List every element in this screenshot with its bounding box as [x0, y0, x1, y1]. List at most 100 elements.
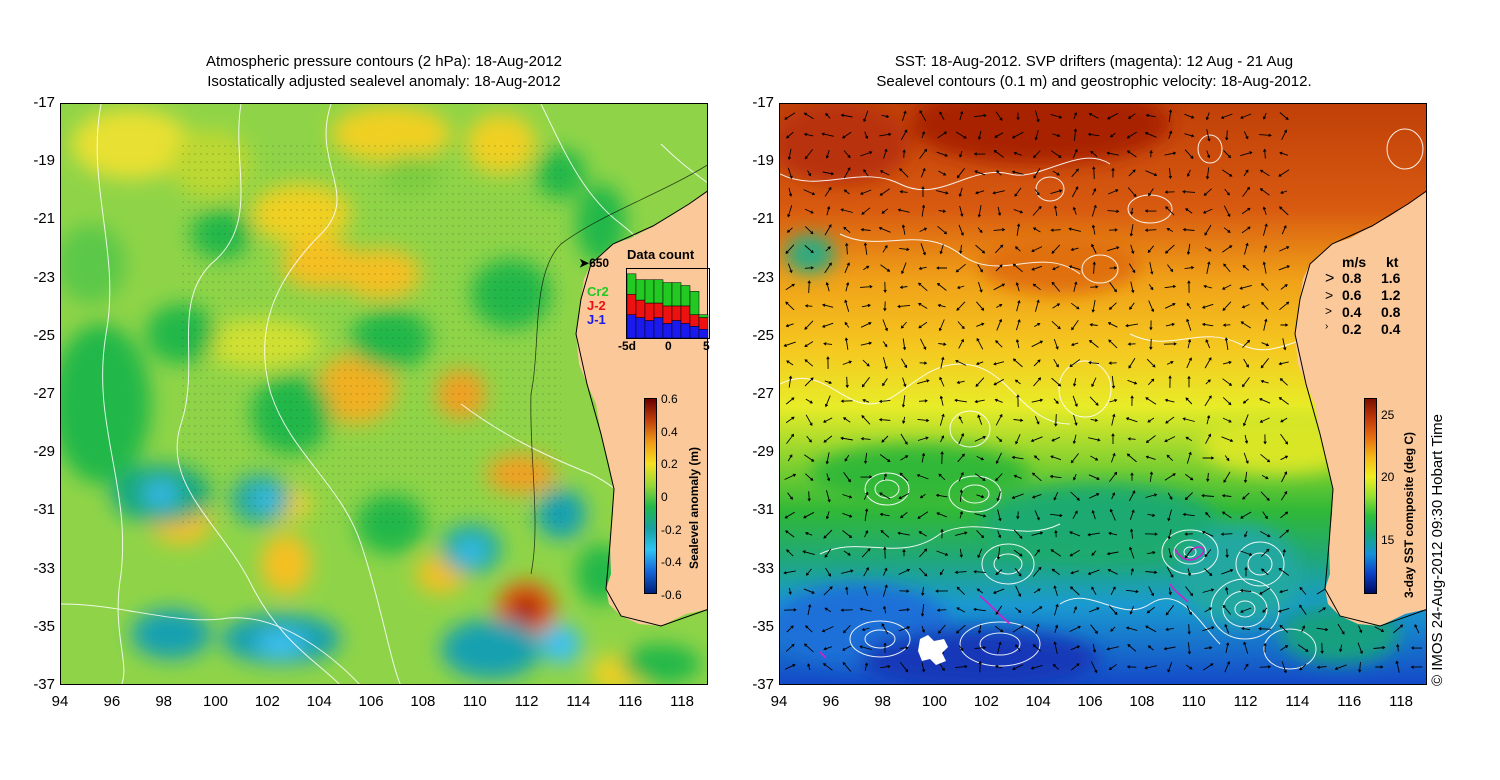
velocity-arrow — [1186, 243, 1191, 255]
velocity-arrow — [1130, 281, 1135, 294]
velocity-arrow — [1182, 227, 1195, 232]
velocity-arrow — [1071, 320, 1079, 331]
velocity-arrow — [1220, 532, 1233, 536]
sst-map[interactable] — [779, 103, 1427, 685]
velocity-arrow — [1316, 627, 1329, 632]
velocity-arrow — [842, 645, 852, 651]
velocity-arrow — [1072, 510, 1078, 520]
velocity-arrow — [1164, 303, 1176, 309]
velocity-arrow — [1012, 358, 1023, 368]
velocity-arrow — [1206, 261, 1211, 274]
velocity-arrow — [1224, 455, 1230, 462]
velocity-arrow — [1242, 398, 1249, 404]
velocity-arrow — [1145, 435, 1156, 444]
geostrophic-velocity-arrows — [783, 109, 1424, 674]
velocity-arrow — [825, 246, 831, 252]
velocity-arrow — [921, 204, 926, 217]
velocity-arrow — [1127, 187, 1137, 198]
velocity-arrow — [1073, 281, 1078, 292]
velocity-arrow — [1089, 396, 1099, 406]
velocity-arrow — [919, 493, 926, 499]
velocity-arrow — [823, 529, 833, 539]
velocity-arrow — [864, 530, 869, 538]
velocity-arrow — [1130, 207, 1134, 215]
velocity-arrow — [1299, 604, 1307, 616]
velocity-arrow — [1015, 339, 1020, 349]
velocity-arrow — [1244, 242, 1249, 255]
velocity-arrow — [1149, 471, 1154, 482]
velocity-arrow — [919, 227, 928, 233]
count-bar-j1 — [644, 320, 655, 339]
velocity-arrow — [1187, 642, 1192, 655]
velocity-arrow — [1070, 570, 1080, 575]
sla-cbar-tick: -0.6 — [661, 588, 682, 602]
velocity-arrow — [803, 643, 814, 653]
svp-drifter-tracks — [819, 546, 1205, 659]
velocity-arrow — [1016, 394, 1020, 407]
velocity-arrow — [1109, 282, 1117, 293]
velocity-arrow — [1260, 358, 1270, 369]
velocity-arrow — [1149, 149, 1153, 158]
velocity-arrow — [917, 511, 929, 519]
velocity-arrow — [1111, 167, 1115, 178]
velocity-arrow — [940, 356, 945, 369]
velocity-arrow — [1091, 550, 1097, 556]
velocity-arrow — [1225, 548, 1229, 558]
velocity-arrow — [1072, 206, 1077, 215]
velocity-arrow — [959, 244, 963, 254]
velocity-arrow — [1241, 304, 1250, 309]
velocity-arrow — [804, 245, 814, 254]
velocity-arrow — [804, 320, 814, 330]
velocity-arrow — [803, 189, 816, 196]
left-ytick: -29 — [33, 443, 55, 461]
velocity-arrow — [1107, 569, 1118, 575]
velocity-arrow — [1280, 490, 1288, 501]
velocity-arrow — [901, 110, 907, 121]
velocity-arrow — [845, 281, 850, 292]
velocity-arrow — [1051, 377, 1062, 387]
velocity-arrow — [1068, 227, 1081, 232]
sst-map-canvas — [780, 104, 1426, 684]
velocity-arrow — [786, 360, 794, 366]
velocity-arrow — [1240, 511, 1252, 519]
velocity-arrow — [996, 318, 1003, 331]
right-title-line2: Sealevel contours (0.1 m) and geostrophi… — [876, 73, 1312, 90]
velocity-arrow — [917, 418, 930, 423]
sla-map[interactable] — [60, 103, 708, 685]
velocity-arrow — [1185, 208, 1193, 214]
left-ytick: -37 — [33, 676, 55, 693]
velocity-arrow — [918, 282, 928, 292]
velocity-arrow — [807, 604, 812, 616]
velocity-arrow — [860, 228, 871, 232]
left-ytick: -35 — [33, 617, 55, 635]
velocity-arrow — [1357, 662, 1362, 673]
velocity-arrow — [1049, 474, 1062, 479]
right-xtick: 116 — [1337, 693, 1362, 710]
velocity-arrow — [785, 244, 795, 254]
velocity-arrow — [1013, 418, 1024, 422]
velocity-arrow — [1125, 417, 1138, 423]
velocity-arrow — [882, 605, 887, 614]
velocity-arrow — [1090, 150, 1098, 157]
velocity-arrow — [804, 454, 815, 462]
velocity-arrow — [825, 281, 830, 292]
velocity-arrow — [881, 623, 889, 635]
velocity-arrow — [1220, 113, 1233, 119]
velocity-arrow — [864, 662, 869, 671]
velocity-arrow — [1278, 265, 1291, 271]
velocity-arrow — [1280, 417, 1288, 423]
right-xtick: 108 — [1129, 693, 1155, 710]
velocity-arrow — [1393, 624, 1404, 634]
left-xtick: 98 — [155, 693, 173, 710]
velocity-arrow — [1299, 586, 1307, 595]
right-ytick: -37 — [752, 676, 774, 693]
velocity-arrow — [805, 625, 813, 633]
velocity-arrow — [1091, 224, 1096, 235]
velocity-arrow — [1013, 474, 1022, 479]
velocity-arrow — [1091, 243, 1097, 254]
velocity-arrow — [883, 148, 888, 159]
velocity-arrow — [994, 132, 1004, 138]
velocity-arrow — [1339, 644, 1343, 653]
velocity-arrow — [1165, 322, 1175, 327]
velocity-arrow — [1187, 375, 1191, 388]
